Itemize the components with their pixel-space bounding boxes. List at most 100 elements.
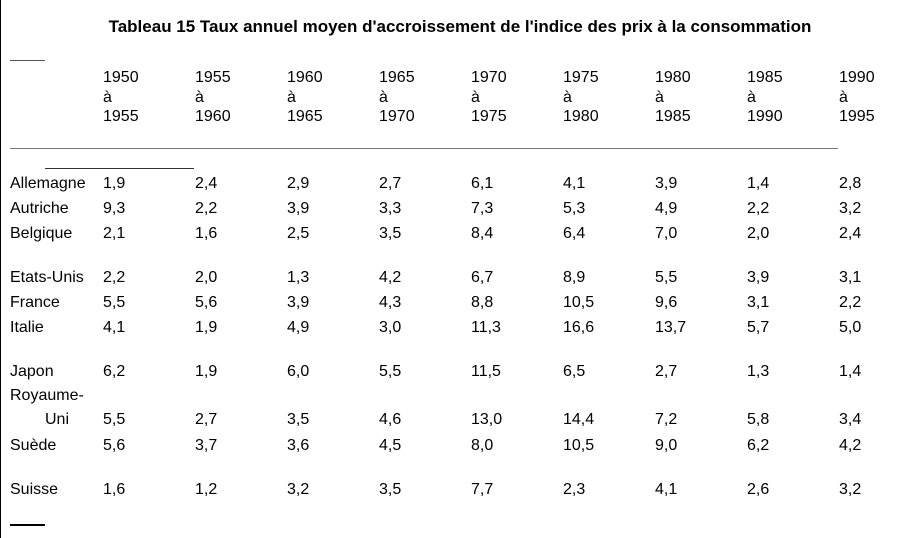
table-cell: 3,4 xyxy=(839,411,862,428)
table-cell: 2,4 xyxy=(839,225,862,242)
column-header-to: 1985 xyxy=(655,108,691,125)
table-cell: 2,5 xyxy=(287,225,310,242)
table-cell: 3,5 xyxy=(379,225,402,242)
table-cell: 5,6 xyxy=(195,294,218,311)
table-cell: 1,9 xyxy=(195,363,218,380)
table-cell: 2,2 xyxy=(747,200,770,217)
table-cell: 4,1 xyxy=(103,319,126,336)
row-label: Etats-Unis xyxy=(10,269,84,286)
top-short-rule xyxy=(10,60,45,61)
table-cell: 4,2 xyxy=(379,269,402,286)
table-cell: 6,5 xyxy=(563,363,586,380)
table-cell: 8,9 xyxy=(563,269,586,286)
column-header: 1990 à 1995 xyxy=(839,68,875,127)
table-cell: 2,9 xyxy=(287,175,310,192)
table-cell: 2,4 xyxy=(195,175,218,192)
table-cell: 1,3 xyxy=(287,269,310,286)
table-cell: 14,4 xyxy=(563,411,595,428)
column-header-to: 1955 xyxy=(103,108,139,125)
table-cell: 4,9 xyxy=(287,319,310,336)
table-cell: 2,2 xyxy=(839,294,862,311)
table-cell: 11,5 xyxy=(471,363,501,380)
table-cell: 1,9 xyxy=(103,175,126,192)
left-border xyxy=(0,0,1,538)
table-cell: 11,3 xyxy=(471,319,501,336)
table-cell: 1,2 xyxy=(195,481,218,498)
table-cell: 5,7 xyxy=(747,319,770,336)
table-cell: 1,4 xyxy=(839,363,862,380)
column-header: 1965 à 1970 xyxy=(379,68,415,127)
table-cell: 2,1 xyxy=(103,225,126,242)
table-cell: 6,4 xyxy=(563,225,586,242)
column-header-from: 1960 xyxy=(287,69,323,86)
column-header-from: 1955 xyxy=(195,69,231,86)
column-header-to: 1995 xyxy=(839,108,875,125)
column-header: 1960 à 1965 xyxy=(287,68,323,127)
column-header: 1980 à 1985 xyxy=(655,68,691,127)
column-header-sep: à xyxy=(747,88,756,106)
stub-rule xyxy=(45,168,194,169)
table-cell: 4,3 xyxy=(379,294,402,311)
table-cell: 2,0 xyxy=(747,225,770,242)
table-cell: 8,4 xyxy=(471,225,494,242)
row-label: Japon xyxy=(10,363,54,380)
table-cell: 9,6 xyxy=(655,294,678,311)
table-cell: 5,5 xyxy=(655,269,678,286)
table-cell: 6,7 xyxy=(471,269,494,286)
column-header-from: 1980 xyxy=(655,69,691,86)
table-cell: 8,8 xyxy=(471,294,494,311)
row-label: France xyxy=(10,294,60,311)
table-cell: 5,5 xyxy=(103,294,126,311)
table-cell: 3,0 xyxy=(379,319,402,336)
table-cell: 6,1 xyxy=(471,175,494,192)
column-header-from: 1975 xyxy=(563,69,599,86)
table-cell: 3,9 xyxy=(655,175,678,192)
table-cell: 4,2 xyxy=(839,437,862,454)
table-cell: 5,5 xyxy=(379,363,402,380)
table-cell: 2,7 xyxy=(655,363,678,380)
row-label: Italie xyxy=(10,319,44,336)
table-cell: 3,1 xyxy=(839,269,862,286)
table-cell: 6,0 xyxy=(287,363,310,380)
table-cell: 10,5 xyxy=(563,294,595,311)
column-header-sep: à xyxy=(379,88,388,106)
header-rule xyxy=(10,148,838,149)
column-header-from: 1970 xyxy=(471,69,507,86)
table-cell: 9,0 xyxy=(655,437,678,454)
column-header-from: 1950 xyxy=(103,69,139,86)
table-cell: 7,3 xyxy=(471,200,494,217)
table-cell: 6,2 xyxy=(103,363,126,380)
column-header-from: 1985 xyxy=(747,69,783,86)
column-header-sep: à xyxy=(195,88,204,106)
table-cell: 7,7 xyxy=(471,481,494,498)
table-cell: 4,5 xyxy=(379,437,402,454)
row-label: Royaume- xyxy=(10,387,84,404)
table-cell: 3,9 xyxy=(747,269,770,286)
table-cell: 5,3 xyxy=(563,200,586,217)
column-header: 1955 à 1960 xyxy=(195,68,231,127)
table-cell: 5,8 xyxy=(747,411,770,428)
table-cell: 1,6 xyxy=(195,225,218,242)
table-cell: 5,5 xyxy=(103,411,126,428)
table-cell: 2,7 xyxy=(195,411,218,428)
table-cell: 4,1 xyxy=(655,481,678,498)
table-title: Tableau 15 Taux annuel moyen d'accroisse… xyxy=(108,17,812,36)
table-cell: 13,7 xyxy=(655,319,687,336)
column-header-to: 1965 xyxy=(287,108,323,125)
table-cell: 3,1 xyxy=(747,294,770,311)
column-header-from: 1965 xyxy=(379,69,415,86)
row-label: Suisse xyxy=(10,481,59,498)
table-cell: 1,4 xyxy=(747,175,770,192)
row-label: Suède xyxy=(10,437,57,454)
column-header-sep: à xyxy=(563,88,572,106)
table-cell: 2,3 xyxy=(563,481,586,498)
table-cell: 3,9 xyxy=(287,294,310,311)
table-cell: 6,2 xyxy=(747,437,770,454)
column-header-sep: à xyxy=(839,88,848,106)
column-header: 1985 à 1990 xyxy=(747,68,783,127)
table-cell: 3,2 xyxy=(839,481,862,498)
table-cell: 1,6 xyxy=(103,481,126,498)
table-cell: 3,2 xyxy=(287,481,310,498)
column-header-sep: à xyxy=(103,88,112,106)
table-cell: 1,9 xyxy=(195,319,218,336)
